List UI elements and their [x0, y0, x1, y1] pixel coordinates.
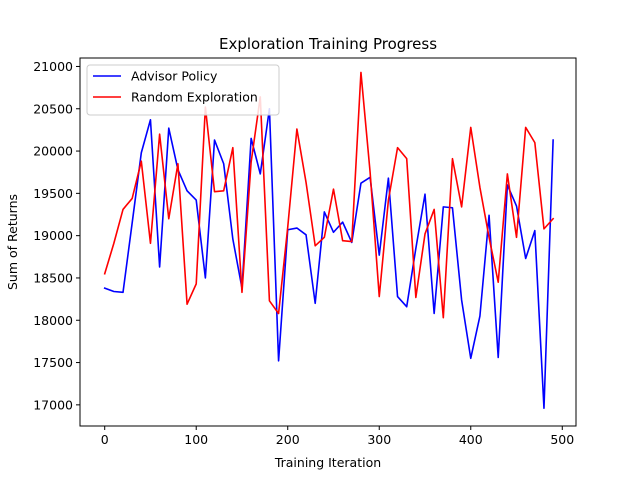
x-tick-label: 500	[550, 432, 574, 447]
chart-title: Exploration Training Progress	[219, 35, 437, 53]
y-tick-label: 17000	[33, 397, 73, 412]
x-axis-label: Training Iteration	[274, 455, 381, 470]
legend-label-0: Advisor Policy	[131, 69, 218, 84]
plot-frame	[79, 57, 577, 427]
y-tick-label: 20000	[33, 144, 73, 159]
y-tick-label: 19000	[33, 228, 73, 243]
series-line-0	[103, 107, 554, 410]
x-tick-label: 300	[367, 432, 391, 447]
y-axis-label: Sum of Returns	[5, 194, 20, 290]
legend-box	[86, 64, 280, 116]
x-tick-label: 0	[101, 432, 109, 447]
y-tick-label: 17500	[33, 355, 73, 370]
legend: Advisor Policy Random Exploration	[86, 64, 280, 116]
series-line-1	[103, 71, 555, 319]
legend-label-1: Random Exploration	[131, 90, 258, 105]
y-tick-label: 18000	[33, 313, 73, 328]
y-tick-label: 21000	[33, 59, 73, 74]
plot-area: 0 100 200 300 400 500 17000 17500 18000 18500 1900…	[33, 57, 577, 447]
y-tick-label: 19500	[33, 186, 73, 201]
y-tick-label: 18500	[33, 270, 73, 285]
y-tick-label: 20500	[33, 101, 73, 116]
x-tick-label: 100	[184, 432, 208, 447]
x-tick-label: 200	[276, 432, 300, 447]
x-tick-label: 400	[459, 432, 483, 447]
